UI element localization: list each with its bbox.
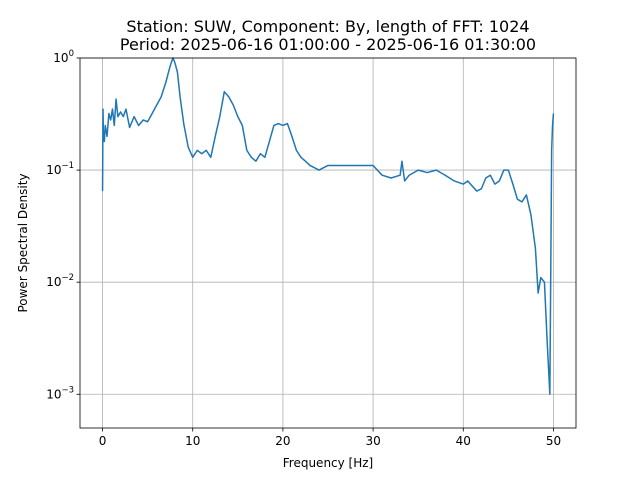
y-tick-label: 10−2 [46,273,74,289]
x-tick-label: 50 [546,434,561,448]
x-tick-label: 40 [456,434,471,448]
y-tick-label: 10−3 [46,385,74,401]
y-axis-label: Power Spectral Density [16,173,30,312]
y-tick-label: 10−1 [46,161,74,177]
chart-title-line2: Period: 2025-06-16 01:00:00 - 2025-06-16… [120,35,536,54]
x-axis-label: Frequency [Hz] [283,456,374,470]
axes-frame [79,57,577,429]
x-tick-label: 30 [365,434,380,448]
x-tick-label: 10 [185,434,200,448]
psd-series-line [101,57,555,396]
y-axis-ticks: 10−3 10−2 10−1 100 [46,49,80,401]
x-tick-label: 20 [275,434,290,448]
x-tick-label: 0 [99,434,107,448]
plot-area [101,57,555,396]
x-axis-ticks: 0 10 20 30 40 50 [99,428,561,448]
y-tick-label: 100 [53,49,74,65]
chart-title-line1: Station: SUW, Component: By, length of F… [126,17,529,36]
grid [80,57,576,428]
